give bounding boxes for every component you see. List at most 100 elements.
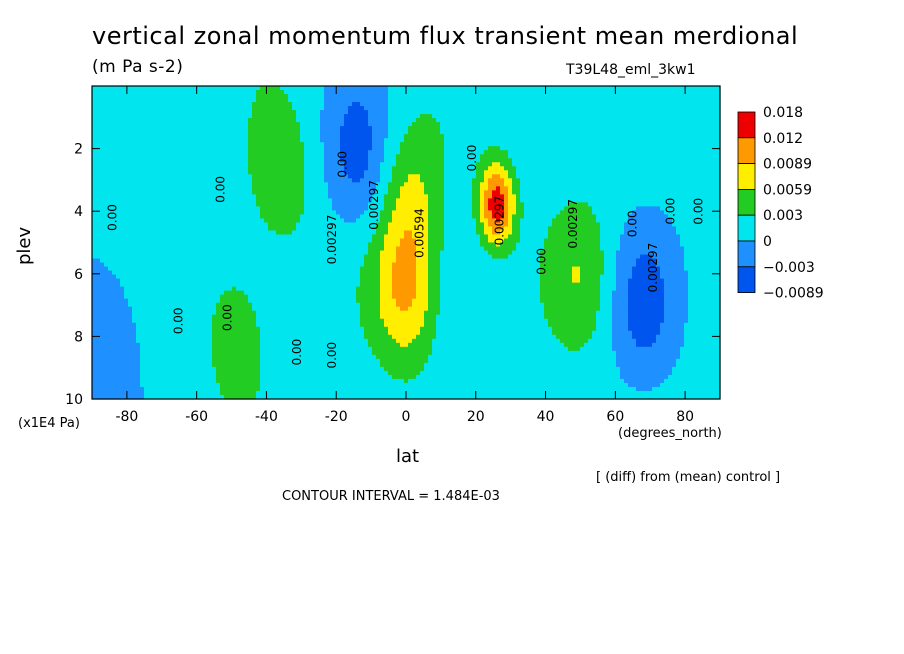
heatmap-cell: [292, 138, 297, 143]
heatmap-cell: [264, 182, 269, 187]
heatmap-cell: [276, 266, 281, 272]
heatmap-cell: [344, 94, 349, 99]
heatmap-cell: [240, 338, 245, 344]
heatmap-cell: [292, 162, 297, 167]
heatmap-cell: [344, 278, 349, 284]
heatmap-cell: [140, 370, 145, 376]
heatmap-cell: [248, 386, 253, 392]
heatmap-cell: [240, 142, 245, 147]
heatmap-cell: [280, 358, 285, 364]
heatmap-cell: [168, 230, 173, 236]
heatmap-cell: [224, 270, 229, 276]
heatmap-cell: [300, 350, 305, 356]
heatmap-cell: [340, 298, 345, 304]
heatmap-cell: [128, 202, 133, 207]
heatmap-cell: [168, 166, 173, 171]
heatmap-cell: [124, 226, 129, 232]
heatmap-cell: [96, 266, 101, 272]
heatmap-cell: [296, 106, 301, 111]
heatmap-cell: [308, 306, 313, 312]
heatmap-cell: [160, 282, 165, 288]
heatmap-cell: [136, 202, 141, 207]
heatmap-cell: [136, 110, 141, 115]
heatmap-cell: [216, 362, 221, 368]
heatmap-cell: [200, 162, 205, 167]
heatmap-cell: [196, 318, 201, 324]
heatmap-cell: [304, 262, 309, 268]
heatmap-cell: [92, 266, 97, 272]
heatmap-cell: [164, 238, 169, 244]
heatmap-cell: [208, 118, 213, 123]
heatmap-cell: [232, 126, 237, 131]
heatmap-cell: [236, 110, 241, 115]
heatmap-cell: [208, 102, 213, 107]
heatmap-cell: [164, 294, 169, 300]
heatmap-cell: [160, 258, 165, 264]
heatmap-cell: [136, 150, 141, 155]
heatmap-cell: [256, 150, 261, 155]
heatmap-cell: [240, 246, 245, 252]
heatmap-cell: [184, 346, 189, 352]
heatmap-cell: [184, 98, 189, 103]
heatmap-cell: [188, 234, 193, 240]
heatmap-cell: [320, 226, 325, 232]
heatmap-cell: [128, 266, 133, 272]
heatmap-cell: [192, 298, 197, 304]
heatmap-cell: [296, 194, 301, 199]
heatmap-cell: [104, 166, 109, 171]
heatmap-cell: [292, 390, 297, 396]
heatmap-cell: [132, 386, 137, 392]
heatmap-cell: [228, 378, 233, 384]
heatmap-cell: [124, 374, 129, 380]
heatmap-cell: [280, 178, 285, 183]
heatmap-cell: [220, 130, 225, 135]
heatmap-cell: [200, 250, 205, 256]
heatmap-cell: [196, 354, 201, 360]
heatmap-cell: [124, 266, 129, 272]
heatmap-cell: [96, 210, 101, 216]
heatmap-cell: [208, 270, 213, 276]
heatmap-cell: [208, 354, 213, 360]
heatmap-cell: [160, 346, 165, 352]
heatmap-cell: [256, 246, 261, 252]
heatmap-cell: [96, 214, 101, 220]
heatmap-cell: [148, 178, 153, 183]
heatmap-cell: [252, 358, 257, 364]
heatmap-cell: [184, 150, 189, 155]
heatmap-cell: [160, 138, 165, 143]
heatmap-cell: [280, 306, 285, 312]
heatmap-cell: [276, 138, 281, 143]
heatmap-cell: [344, 190, 349, 195]
heatmap-cell: [204, 310, 209, 316]
heatmap-cell: [136, 206, 141, 211]
heatmap-cell: [268, 378, 273, 384]
heatmap-cell: [228, 202, 233, 207]
heatmap-cell: [296, 122, 301, 127]
heatmap-cell: [140, 182, 145, 187]
heatmap-cell: [100, 290, 105, 296]
heatmap-cell: [216, 374, 221, 380]
heatmap-cell: [164, 210, 169, 216]
heatmap-cell: [200, 174, 205, 179]
heatmap-cell: [212, 190, 217, 195]
heatmap-cell: [216, 146, 221, 151]
heatmap-cell: [320, 230, 325, 236]
heatmap-cell: [344, 378, 349, 384]
heatmap-cell: [276, 218, 281, 224]
heatmap-cell: [320, 370, 325, 376]
heatmap-cell: [136, 262, 141, 268]
heatmap-cell: [292, 246, 297, 252]
heatmap-cell: [208, 218, 213, 224]
heatmap-cell: [244, 354, 249, 360]
heatmap-cell: [144, 298, 149, 304]
heatmap-cell: [132, 366, 137, 372]
heatmap-cell: [332, 262, 337, 268]
heatmap-cell: [96, 278, 101, 284]
heatmap-cell: [284, 230, 289, 236]
heatmap-cell: [316, 106, 321, 111]
heatmap-cell: [120, 162, 125, 167]
heatmap-cell: [168, 314, 173, 320]
heatmap-cell: [112, 178, 117, 183]
heatmap-cell: [332, 246, 337, 252]
heatmap-cell: [292, 102, 297, 107]
